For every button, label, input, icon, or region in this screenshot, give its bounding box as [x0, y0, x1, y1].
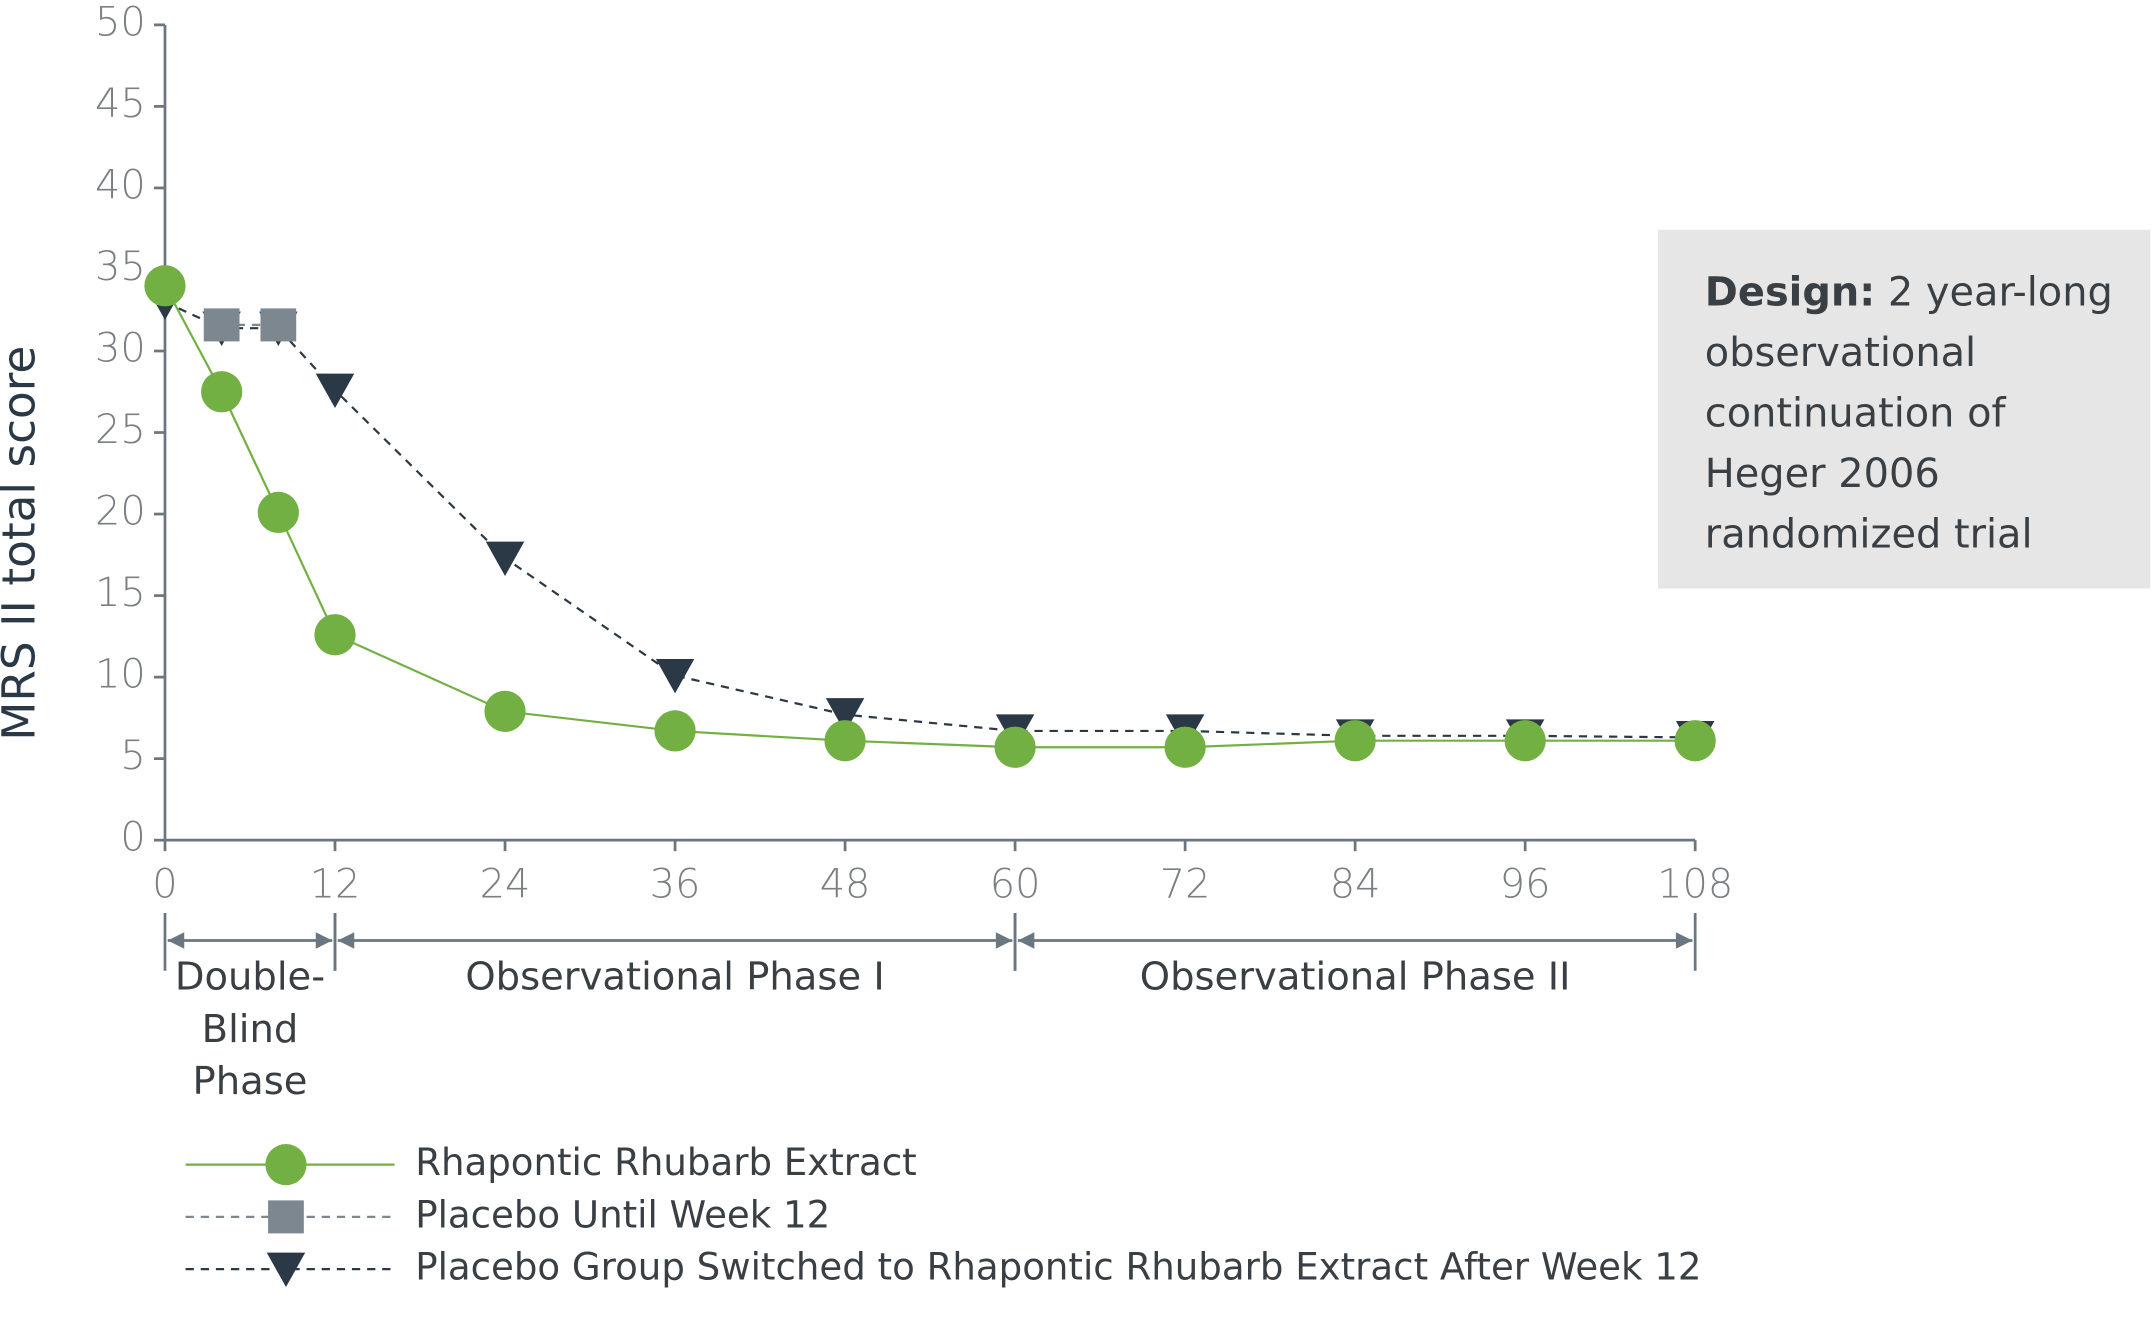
x-tick-label: 12: [310, 861, 361, 907]
y-tick-label: 35: [95, 244, 146, 290]
arrow-head: [167, 932, 333, 949]
point: [824, 720, 866, 762]
point: [1334, 720, 1376, 762]
point: [655, 658, 695, 694]
x-tick-label: 24: [480, 861, 531, 907]
note-text: Design: 2 year-long observational contin…: [1705, 261, 2131, 563]
x-tick-label: 108: [1657, 861, 1733, 907]
series-line: [164, 285, 1696, 749]
y-tick-label: 5: [120, 733, 145, 779]
x-tick-label: 48: [820, 861, 871, 907]
point: [260, 308, 297, 342]
x-tick-label: 60: [990, 861, 1041, 907]
point: [144, 265, 186, 307]
y-tick-label: 0: [120, 815, 145, 861]
point: [315, 373, 355, 409]
note-box: [1658, 229, 2151, 589]
legend-marker: [268, 1200, 304, 1234]
phase-label: Phase: [193, 1059, 308, 1104]
point: [1504, 720, 1546, 762]
y-tick-label: 20: [95, 489, 146, 535]
x-tick-label: 72: [1160, 861, 1211, 907]
phase-label: Double-: [175, 955, 325, 1000]
phase-label: Observational Phase I: [465, 955, 884, 1000]
point: [201, 371, 243, 413]
y-tick-label: 45: [95, 81, 146, 127]
y-axis-label: MRS II total score: [0, 346, 45, 741]
legend-label: Rhapontic Rhubarb Extract: [415, 1141, 917, 1184]
point: [484, 690, 526, 732]
y-tick-label: 25: [95, 407, 146, 453]
point: [654, 710, 696, 752]
point: [485, 541, 525, 576]
x-tick-label: 96: [1500, 861, 1551, 907]
x-tick-label: 84: [1330, 861, 1381, 907]
y-tick-label: 10: [95, 652, 146, 698]
y-tick-label: 40: [95, 162, 146, 208]
point: [1164, 726, 1206, 768]
legend-marker: [266, 1252, 306, 1287]
point: [825, 698, 865, 733]
phase-label: Observational Phase II: [1140, 955, 1571, 1000]
legend-marker: [265, 1144, 307, 1186]
x-tick-label: 36: [650, 861, 701, 907]
legend-label: Placebo Group Switched to Rhapontic Rhub…: [415, 1246, 1701, 1289]
series-line: [164, 301, 1696, 739]
note-label: Design:: [1704, 268, 1876, 315]
point: [994, 726, 1036, 768]
x-tick-label: 0: [152, 861, 177, 907]
phase-label: Blind: [202, 1007, 299, 1052]
y-tick-label: 50: [95, 0, 146, 45]
point: [314, 614, 356, 656]
point: [203, 308, 240, 342]
y-tick-label: 30: [95, 325, 146, 371]
point: [257, 491, 299, 534]
note: Design: 2 year-long observational contin…: [1705, 261, 2131, 563]
y-tick-label: 15: [95, 570, 146, 616]
point: [1674, 720, 1716, 762]
note-body: 2 year-long observational continuation o…: [1704, 268, 2113, 557]
legend-label: Placebo Until Week 12: [415, 1193, 830, 1236]
